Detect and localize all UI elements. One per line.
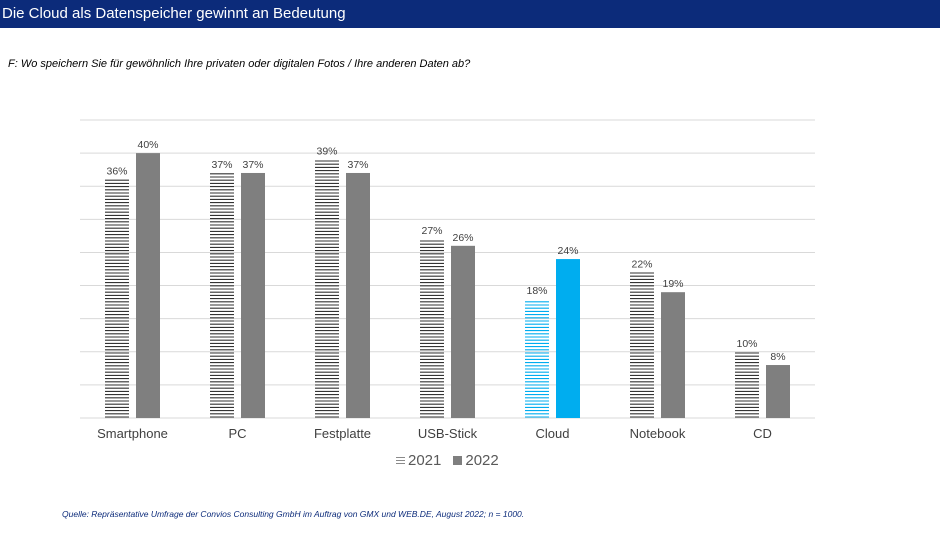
bar-2021-cd <box>735 352 759 418</box>
category-label-smartphone: Smartphone <box>97 426 168 441</box>
legend-item-2021: 2021 <box>396 452 441 469</box>
data-label-2022-pc: 37% <box>242 159 263 171</box>
source-note: Quelle: Repräsentative Umfrage der Convi… <box>62 509 525 519</box>
data-label-2022-cloud: 24% <box>557 245 578 257</box>
bar-2022-cd <box>766 365 790 418</box>
bar-2022-pc <box>241 172 265 418</box>
data-label-2022-notebook: 19% <box>662 278 683 290</box>
legend-label-2021: 2021 <box>408 452 442 469</box>
chart-legend: 2021 2022 <box>396 452 499 469</box>
legend-swatch-2022 <box>453 456 463 465</box>
title-bar: Die Cloud als Datenspeicher gewinnt an B… <box>0 0 940 28</box>
bar-2021-cloud <box>525 301 549 418</box>
bar-2021-festplatte <box>315 160 339 418</box>
data-label-2022-festplatte: 37% <box>347 159 368 171</box>
survey-question: F: Wo speichern Sie für gewöhnlich Ihre … <box>8 58 471 70</box>
data-label-2022-cd: 8% <box>770 351 785 363</box>
bar-2021-pc <box>210 173 234 418</box>
data-label-2021-cloud: 18% <box>526 285 547 297</box>
category-label-pc: PC <box>228 426 246 441</box>
category-label-festplatte: Festplatte <box>314 426 371 441</box>
data-label-2021-usb-stick: 27% <box>421 225 442 237</box>
legend-item-2022: 2022 <box>453 452 499 469</box>
bar-2022-festplatte <box>346 172 370 418</box>
category-label-usb-stick: USB-Stick <box>418 426 478 441</box>
data-label-2021-pc: 37% <box>211 159 232 171</box>
bar-2021-usb-stick <box>420 240 444 418</box>
legend-label-2022: 2022 <box>465 452 499 469</box>
bar-2022-notebook <box>661 292 685 418</box>
data-label-2022-smartphone: 40% <box>137 139 158 151</box>
data-label-2022-usb-stick: 26% <box>452 232 473 244</box>
bar-2022-usb-stick <box>451 245 475 418</box>
data-label-2021-festplatte: 39% <box>316 146 337 158</box>
bar-2021-notebook <box>630 272 654 418</box>
category-label-notebook: Notebook <box>630 426 686 441</box>
data-label-2021-notebook: 22% <box>631 258 652 270</box>
data-label-2021-smartphone: 36% <box>106 166 127 178</box>
page-title: Die Cloud als Datenspeicher gewinnt an B… <box>2 5 346 22</box>
category-label-cd: CD <box>753 426 772 441</box>
bar-2022-smartphone <box>136 153 160 418</box>
legend-swatch-2021 <box>396 457 405 464</box>
bar-2022-cloud <box>556 259 580 418</box>
data-label-2021-cd: 10% <box>736 338 757 350</box>
category-label-cloud: Cloud <box>536 426 570 441</box>
bar-2021-smartphone <box>105 179 129 418</box>
